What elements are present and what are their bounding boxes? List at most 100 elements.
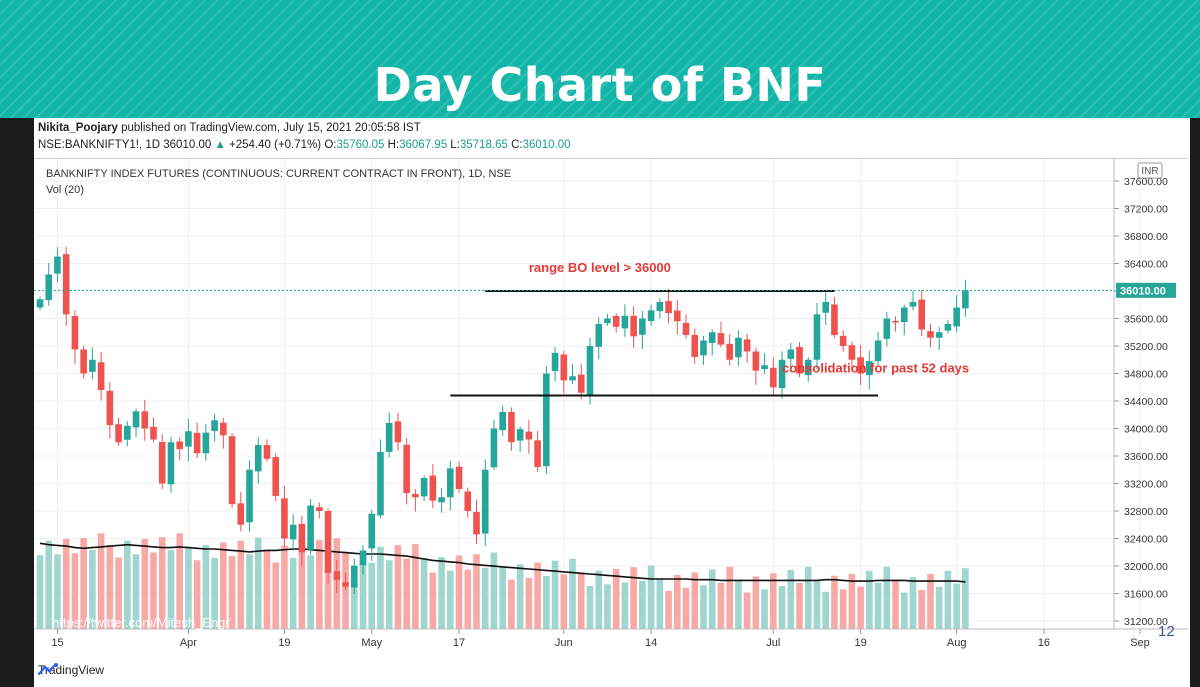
candle-body[interactable] [132, 411, 140, 428]
candle-body[interactable] [918, 299, 926, 330]
candle-body[interactable] [935, 332, 943, 338]
candle-body[interactable] [150, 426, 157, 440]
candle-body[interactable] [71, 316, 79, 350]
candle-body[interactable] [595, 324, 603, 347]
price-axis[interactable]: 37600.0037200.0036800.0036400.0036000.00… [1114, 176, 1168, 628]
candle-body[interactable] [508, 412, 515, 443]
candle-body[interactable] [848, 345, 856, 360]
candle-body[interactable] [228, 436, 236, 505]
candle-body[interactable] [839, 335, 847, 346]
candle-body[interactable] [62, 254, 70, 315]
chart-area[interactable]: range BO level > 36000 consolidation for… [34, 158, 1188, 687]
candle-body[interactable] [412, 493, 419, 498]
candle-body[interactable] [115, 424, 122, 443]
candle-body[interactable] [281, 498, 288, 539]
candlestick-chart[interactable]: range BO level > 36000 consolidation for… [34, 159, 1188, 687]
candle-body[interactable] [909, 302, 917, 307]
candle-body[interactable] [54, 256, 61, 274]
candle-body[interactable] [272, 457, 280, 496]
currency-badge[interactable] [1137, 162, 1163, 179]
candle-body[interactable] [569, 376, 576, 381]
candle-body[interactable] [167, 442, 175, 485]
candle-body[interactable] [787, 349, 795, 359]
candle-body[interactable] [490, 428, 498, 468]
candle-body[interactable] [516, 429, 524, 441]
candle-body[interactable] [953, 307, 960, 327]
candle-body[interactable] [577, 374, 585, 393]
candle-body[interactable] [892, 320, 899, 323]
candle-body[interactable] [639, 318, 646, 335]
candle-body[interactable] [324, 511, 332, 573]
candle-body[interactable] [900, 307, 908, 323]
candle-body[interactable] [682, 322, 690, 335]
candle-body[interactable] [708, 332, 716, 343]
candle-body[interactable] [36, 299, 44, 308]
candle-body[interactable] [97, 362, 105, 390]
candle-body[interactable] [289, 524, 297, 540]
candle-body[interactable] [263, 445, 271, 459]
candle-body[interactable] [307, 505, 314, 550]
candle-body[interactable] [778, 359, 786, 389]
candle-body[interactable] [447, 468, 454, 498]
candle-body[interactable] [211, 420, 218, 431]
candle-body[interactable] [866, 361, 873, 376]
candle-body[interactable] [333, 571, 341, 580]
candle-body[interactable] [604, 318, 611, 324]
candle-body[interactable] [874, 340, 882, 362]
candle-body[interactable] [106, 390, 114, 426]
candle-body[interactable] [464, 491, 472, 511]
candle-body[interactable] [141, 411, 149, 429]
candle-body[interactable] [822, 302, 829, 313]
candle-body[interactable] [743, 339, 751, 352]
candle-body[interactable] [473, 511, 480, 535]
candle-body[interactable] [804, 359, 812, 376]
candle-body[interactable] [298, 523, 306, 553]
candle-body[interactable] [350, 566, 358, 588]
candle-body[interactable] [673, 310, 681, 322]
candle-body[interactable] [944, 324, 952, 331]
candle-body[interactable] [499, 412, 506, 431]
candle-body[interactable] [630, 315, 637, 337]
candle-body[interactable] [89, 359, 96, 372]
candle-body[interactable] [831, 304, 838, 335]
candle-body[interactable] [691, 335, 699, 357]
candle-body[interactable] [796, 346, 803, 374]
candle-body[interactable] [246, 469, 253, 523]
candle-body[interactable] [45, 274, 53, 301]
candle-body[interactable] [621, 315, 629, 329]
candle-body[interactable] [359, 550, 367, 566]
candle-body[interactable] [656, 302, 664, 312]
candle-body[interactable] [761, 365, 768, 370]
candle-body[interactable] [525, 431, 533, 440]
candle-body[interactable] [80, 349, 87, 374]
candle-body[interactable] [586, 346, 594, 396]
candle-body[interactable] [534, 440, 541, 467]
candle-body[interactable] [429, 475, 437, 501]
candle-body[interactable] [927, 331, 934, 338]
candle-body[interactable] [735, 337, 742, 358]
candle-body[interactable] [813, 314, 821, 360]
candle-body[interactable] [551, 352, 559, 372]
candle-body[interactable] [158, 441, 166, 484]
candle-body[interactable] [237, 503, 245, 525]
candle-body[interactable] [700, 340, 707, 356]
candle-body[interactable] [368, 513, 376, 549]
candle-body[interactable] [481, 469, 489, 534]
candle-body[interactable] [455, 466, 463, 489]
candle-body[interactable] [385, 423, 393, 452]
candle-body[interactable] [560, 354, 568, 381]
tradingview-logo[interactable]: TradingView [38, 663, 104, 677]
candle-body[interactable] [883, 318, 891, 339]
candle-body[interactable] [665, 301, 672, 313]
candle-body[interactable] [962, 290, 969, 309]
candle-body[interactable] [612, 316, 620, 327]
candle-body[interactable] [202, 432, 210, 454]
candle-body[interactable] [185, 431, 192, 447]
candle-body[interactable] [543, 373, 550, 467]
candle-body[interactable] [717, 333, 725, 345]
candle-body[interactable] [726, 343, 733, 360]
candle-body[interactable] [176, 441, 183, 450]
candle-body[interactable] [752, 351, 760, 371]
author-name[interactable]: Nikita_Poojary [38, 122, 118, 134]
candle-body[interactable] [394, 421, 402, 443]
